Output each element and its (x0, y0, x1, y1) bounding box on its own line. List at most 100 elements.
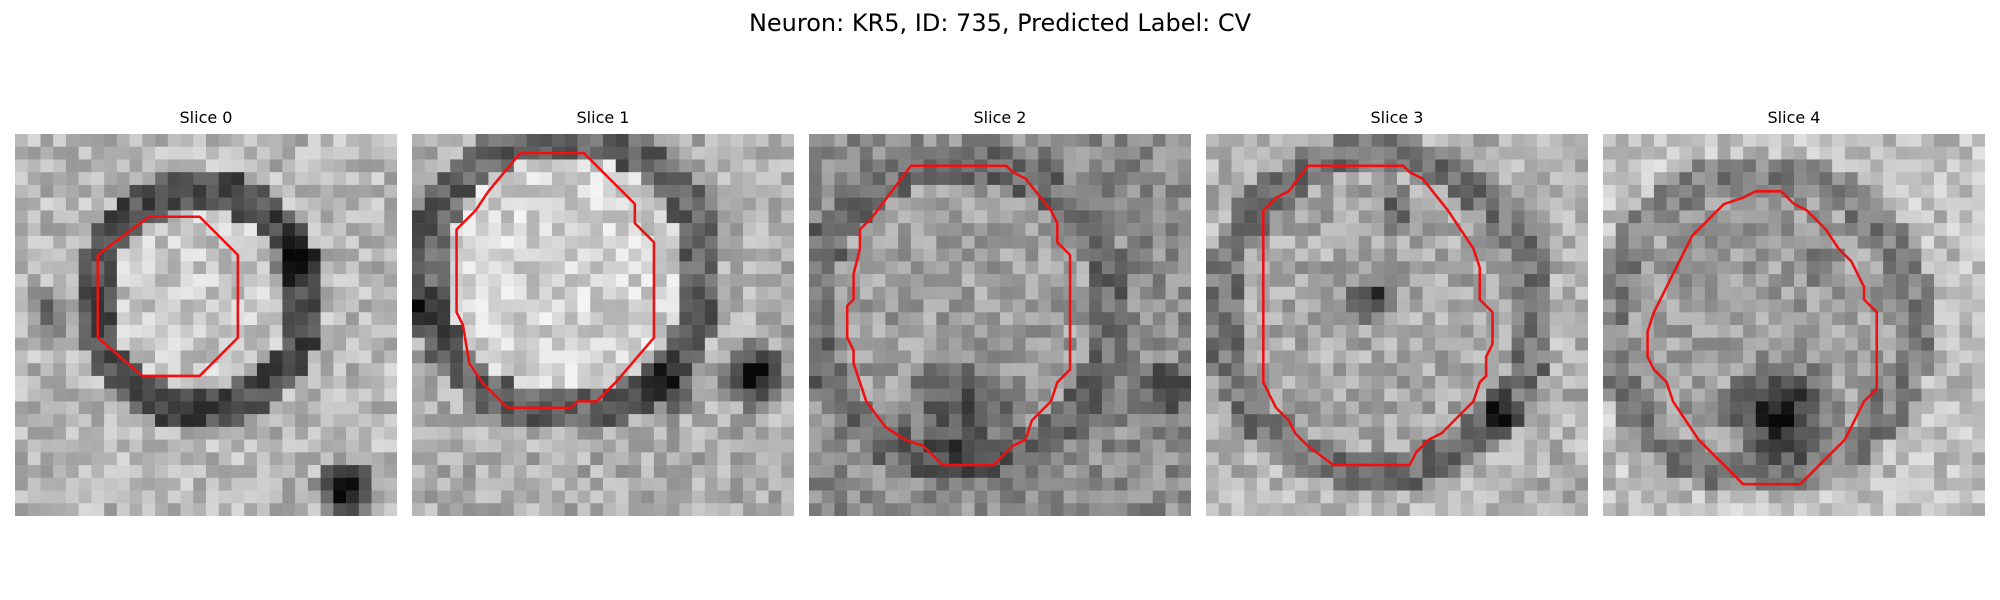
pixel (1524, 261, 1538, 275)
pixel (155, 274, 169, 288)
pixel (371, 503, 385, 516)
pixel (1603, 274, 1616, 288)
pixel (218, 184, 232, 198)
pixel (358, 414, 372, 428)
pixel (949, 363, 963, 377)
pixel (692, 261, 706, 275)
pixel (539, 426, 553, 440)
pixel (781, 439, 794, 453)
pixel (1806, 490, 1820, 504)
pixel (1000, 325, 1013, 338)
pixel (1806, 146, 1820, 160)
pixel (885, 274, 899, 288)
pixel (1114, 490, 1128, 504)
pixel (704, 223, 718, 237)
pixel (1333, 184, 1347, 198)
pixel (1692, 261, 1706, 275)
pixel (949, 299, 963, 313)
pixel (1628, 197, 1642, 211)
pixel (129, 426, 143, 440)
pixel (666, 235, 680, 249)
pixel (872, 465, 886, 479)
pixel (450, 184, 464, 198)
pixel (358, 503, 372, 516)
pixel (104, 223, 118, 237)
pixel (1063, 197, 1077, 211)
pixel (91, 159, 105, 173)
pixel (1653, 134, 1667, 147)
pixel (1498, 159, 1512, 173)
pixel (923, 465, 937, 479)
pixel (1537, 401, 1551, 415)
pixel (167, 465, 181, 479)
pixel (1152, 452, 1166, 466)
pixel (1908, 146, 1922, 160)
pixel (358, 490, 372, 504)
pixel (974, 248, 988, 262)
pixel (1101, 274, 1115, 288)
pixel (730, 248, 744, 262)
pixel (1231, 172, 1245, 186)
pixel (641, 159, 655, 173)
pixel (1511, 503, 1525, 516)
pixel (1615, 363, 1629, 377)
pixel (1089, 350, 1103, 364)
pixel (412, 465, 425, 479)
pixel (821, 197, 835, 211)
pixel (269, 426, 283, 440)
pixel (1819, 503, 1833, 516)
pixel (78, 223, 92, 237)
pixel (898, 490, 912, 504)
pixel (898, 503, 912, 516)
pixel (743, 363, 757, 377)
pixel (1972, 375, 1985, 389)
pixel (218, 325, 232, 338)
pixel (1178, 197, 1191, 211)
pixel (859, 146, 873, 160)
pixel (577, 286, 591, 300)
pixel (717, 439, 731, 453)
pixel (1692, 452, 1706, 466)
pixel (488, 465, 502, 479)
pixel (1101, 337, 1115, 351)
pixel (333, 375, 347, 389)
pixel (552, 197, 566, 211)
pixel (1832, 299, 1846, 313)
pixel (539, 312, 553, 326)
pixel (1679, 426, 1693, 440)
pixel (936, 401, 950, 415)
pixel (564, 388, 578, 402)
pixel (346, 159, 360, 173)
pixel (424, 312, 438, 326)
pixel (437, 299, 451, 313)
pixel (424, 286, 438, 300)
pixel (40, 388, 54, 402)
pixel (1422, 439, 1436, 453)
pixel (1358, 477, 1372, 491)
pixel (755, 414, 769, 428)
pixel (552, 261, 566, 275)
pixel (1730, 503, 1744, 516)
pixel (1972, 197, 1985, 211)
pixel (437, 465, 451, 479)
pixel (104, 325, 118, 338)
pixel (821, 477, 835, 491)
pixel (1460, 414, 1474, 428)
pixel (1972, 172, 1985, 186)
pixel (244, 325, 258, 338)
pixel (27, 325, 41, 338)
pixel (1844, 503, 1858, 516)
pixel (1333, 452, 1347, 466)
pixel (1244, 337, 1258, 351)
pixel (1038, 274, 1052, 288)
pixel (269, 401, 283, 415)
pixel (129, 388, 143, 402)
pixel (15, 261, 28, 275)
pixel (91, 223, 105, 237)
pixel (1844, 146, 1858, 160)
pixel (743, 452, 757, 466)
pixel (1575, 363, 1588, 377)
pixel (949, 477, 963, 491)
pixel (282, 490, 296, 504)
pixel (1165, 337, 1179, 351)
